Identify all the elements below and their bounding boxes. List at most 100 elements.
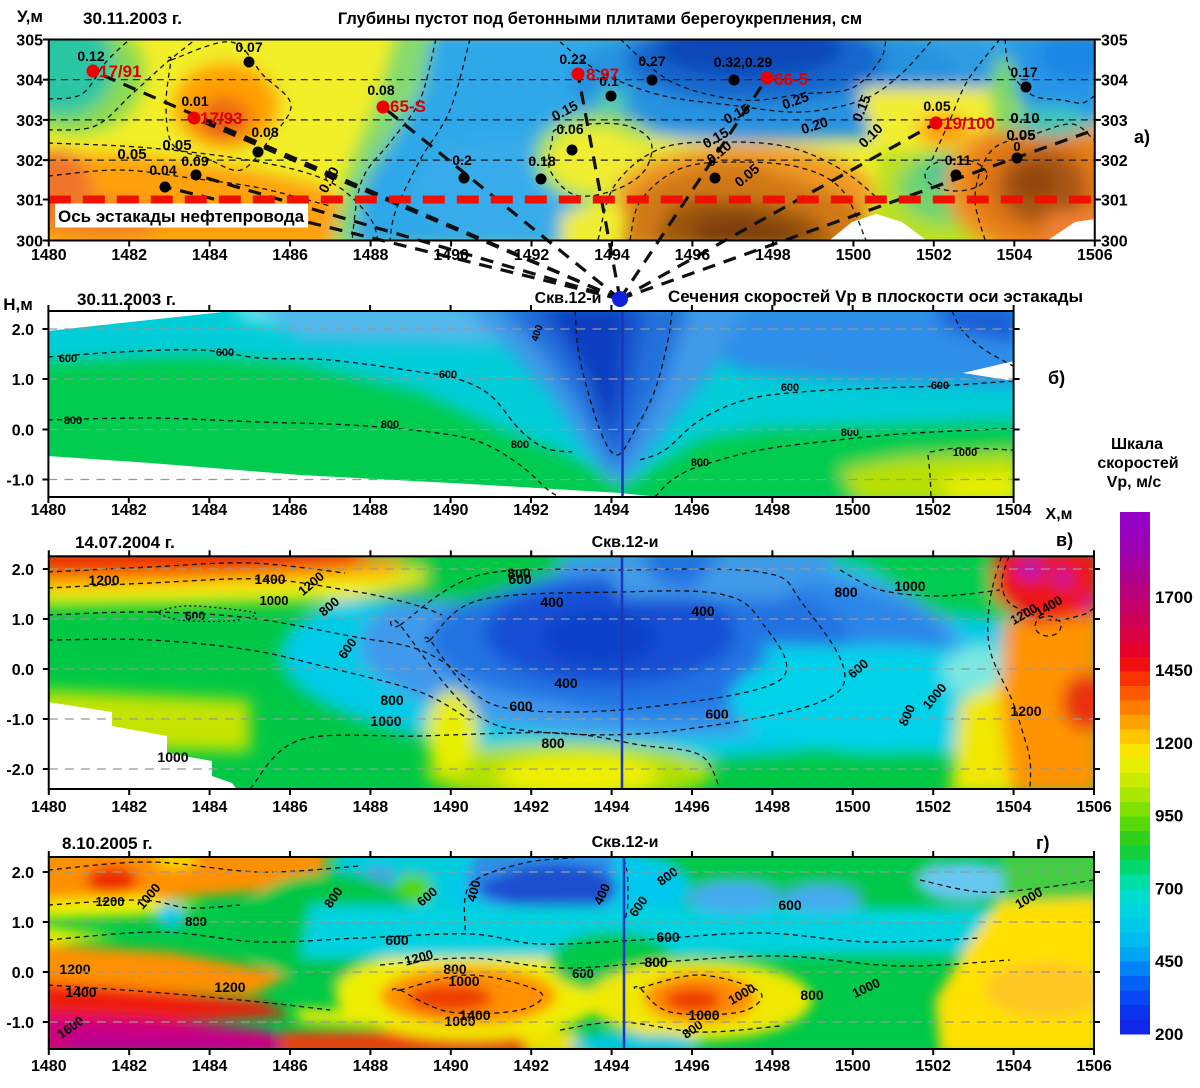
svg-text:600: 600 [931, 380, 949, 392]
svg-text:0: 0 [708, 154, 715, 169]
svg-text:1486: 1486 [272, 799, 308, 816]
svg-text:1200: 1200 [59, 961, 90, 977]
svg-text:1500: 1500 [836, 247, 872, 264]
svg-text:303: 303 [16, 113, 43, 130]
svg-text:700: 700 [1155, 880, 1183, 899]
svg-text:304: 304 [1101, 73, 1128, 90]
svg-text:1506: 1506 [1076, 799, 1112, 816]
svg-text:800: 800 [507, 565, 531, 581]
svg-text:0.05: 0.05 [1006, 127, 1035, 144]
svg-text:300: 300 [16, 234, 43, 251]
svg-text:1498: 1498 [755, 799, 791, 816]
svg-text:1498: 1498 [755, 247, 791, 264]
svg-text:1200: 1200 [403, 947, 435, 969]
svg-text:19/100: 19/100 [943, 114, 995, 133]
svg-text:Vp, м/с: Vp, м/с [1107, 474, 1162, 491]
svg-text:17/93: 17/93 [200, 109, 243, 128]
svg-text:400: 400 [540, 594, 564, 610]
svg-text:1486: 1486 [272, 1058, 308, 1075]
svg-text:200: 200 [1155, 1025, 1183, 1044]
svg-text:в): в) [1056, 530, 1073, 550]
svg-text:0.0: 0.0 [12, 423, 34, 440]
svg-text:0.05: 0.05 [117, 146, 146, 163]
svg-text:0.32,0.29: 0.32,0.29 [714, 54, 773, 70]
svg-text:0.0: 0.0 [12, 965, 34, 982]
svg-text:1.0: 1.0 [12, 372, 34, 389]
svg-text:66-5: 66-5 [774, 70, 808, 89]
svg-text:301: 301 [16, 193, 43, 210]
svg-text:1.0: 1.0 [12, 612, 34, 629]
svg-text:600: 600 [705, 706, 729, 722]
svg-text:1200: 1200 [214, 979, 245, 995]
svg-text:1492: 1492 [513, 1058, 549, 1075]
svg-text:1504: 1504 [996, 799, 1032, 816]
svg-text:800: 800 [381, 419, 399, 431]
svg-text:1502: 1502 [915, 502, 951, 519]
svg-text:1.0: 1.0 [12, 915, 34, 932]
svg-text:303: 303 [1101, 113, 1128, 130]
svg-text:800: 800 [691, 457, 709, 469]
svg-text:305: 305 [1101, 33, 1128, 50]
svg-text:0.12: 0.12 [77, 48, 104, 64]
svg-text:Ось эстакады нефтепровода: Ось эстакады нефтепровода [58, 207, 305, 226]
svg-text:1488: 1488 [352, 502, 388, 519]
svg-text:1000: 1000 [370, 713, 401, 729]
svg-text:1488: 1488 [353, 1058, 389, 1075]
svg-text:1480: 1480 [31, 1058, 67, 1075]
svg-text:305: 305 [16, 33, 43, 50]
svg-text:800: 800 [64, 415, 82, 427]
svg-text:1488: 1488 [353, 799, 389, 816]
svg-text:1502: 1502 [915, 1058, 951, 1075]
svg-text:1450: 1450 [1155, 661, 1193, 680]
svg-text:1000: 1000 [260, 593, 289, 608]
svg-text:1488: 1488 [353, 247, 389, 264]
svg-text:1498: 1498 [755, 1058, 791, 1075]
svg-text:1484: 1484 [192, 1058, 228, 1075]
svg-text:0.27: 0.27 [638, 53, 665, 69]
svg-text:1486: 1486 [272, 502, 308, 519]
svg-text:0.08: 0.08 [251, 124, 278, 140]
svg-text:Скв.12-и: Скв.12-и [592, 534, 659, 551]
svg-text:1000: 1000 [688, 1007, 719, 1023]
svg-text:1700: 1700 [1155, 588, 1193, 607]
svg-text:1494: 1494 [594, 1058, 630, 1075]
svg-text:а): а) [1134, 127, 1150, 147]
svg-text:1484: 1484 [192, 502, 228, 519]
svg-text:1000: 1000 [894, 578, 925, 594]
svg-text:600: 600 [439, 369, 457, 381]
svg-text:1000: 1000 [448, 973, 479, 989]
svg-text:0.18: 0.18 [528, 153, 555, 169]
svg-text:г): г) [1036, 833, 1050, 853]
svg-text:1400: 1400 [459, 1007, 490, 1023]
svg-text:-1.0: -1.0 [6, 1015, 34, 1032]
svg-text:600: 600 [656, 929, 680, 945]
svg-text:800: 800 [800, 987, 824, 1003]
svg-text:б): б) [1048, 368, 1065, 388]
svg-text:800: 800 [834, 584, 858, 600]
svg-text:800: 800 [644, 954, 668, 970]
svg-text:600: 600 [509, 698, 533, 714]
svg-text:У,м: У,м [17, 7, 43, 26]
svg-text:301: 301 [1101, 193, 1128, 210]
svg-text:304: 304 [16, 73, 43, 90]
svg-text:-1.0: -1.0 [6, 473, 34, 490]
svg-text:1494: 1494 [594, 247, 630, 264]
svg-text:1482: 1482 [111, 1058, 147, 1075]
svg-text:8.10.2005 г.: 8.10.2005 г. [62, 834, 152, 853]
svg-text:1486: 1486 [272, 247, 308, 264]
svg-text:1490: 1490 [433, 799, 469, 816]
svg-text:Скв.12-и: Скв.12-и [535, 290, 602, 307]
svg-text:1000: 1000 [157, 749, 188, 765]
svg-text:Шкала: Шкала [1111, 436, 1163, 453]
svg-text:2.0: 2.0 [12, 322, 34, 339]
svg-text:600: 600 [216, 347, 234, 359]
svg-text:1490: 1490 [433, 1058, 469, 1075]
svg-text:0.06: 0.06 [556, 121, 583, 137]
svg-text:302: 302 [1101, 153, 1128, 170]
svg-text:1480: 1480 [31, 247, 67, 264]
svg-text:1496: 1496 [674, 502, 710, 519]
svg-text:0.09: 0.09 [181, 153, 208, 169]
svg-text:600: 600 [59, 353, 77, 365]
svg-text:1506: 1506 [1077, 247, 1113, 264]
svg-text:1506: 1506 [1076, 1058, 1112, 1075]
